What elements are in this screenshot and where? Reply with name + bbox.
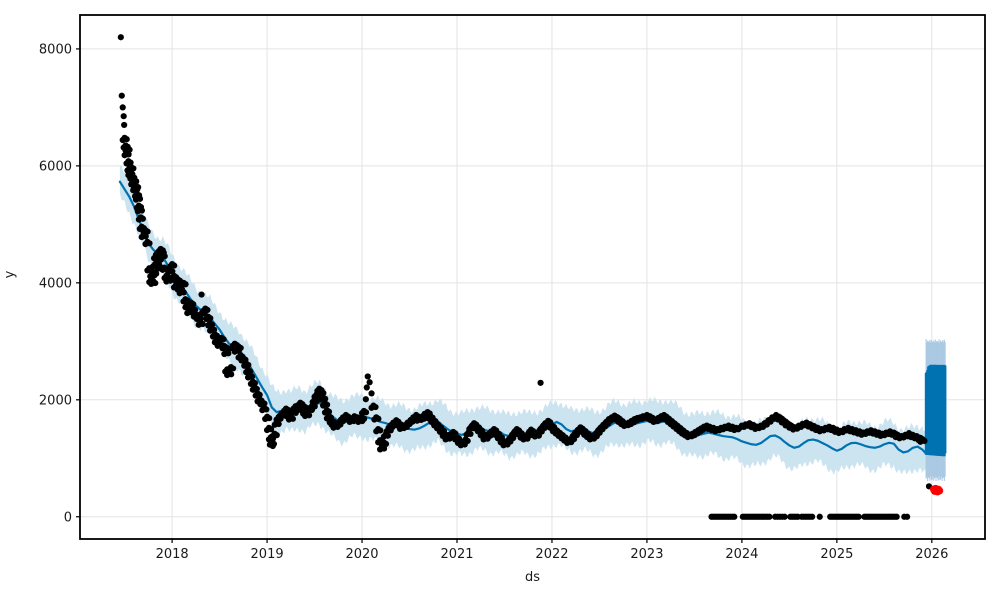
- svg-text:2023: 2023: [630, 547, 663, 562]
- svg-text:2020: 2020: [345, 547, 378, 562]
- svg-text:2021: 2021: [440, 547, 473, 562]
- svg-text:2022: 2022: [535, 547, 568, 562]
- svg-text:0: 0: [64, 510, 72, 525]
- svg-text:8000: 8000: [39, 42, 72, 57]
- y-axis-label: y: [2, 270, 18, 279]
- svg-text:2026: 2026: [915, 547, 948, 562]
- svg-text:2024: 2024: [725, 547, 758, 562]
- svg-text:2025: 2025: [820, 547, 853, 562]
- x-axis-label: ds: [524, 570, 541, 585]
- svg-text:2000: 2000: [39, 393, 72, 408]
- svg-text:2019: 2019: [251, 547, 284, 562]
- svg-text:6000: 6000: [39, 159, 72, 174]
- svg-text:2018: 2018: [156, 547, 189, 562]
- svg-text:4000: 4000: [39, 276, 72, 291]
